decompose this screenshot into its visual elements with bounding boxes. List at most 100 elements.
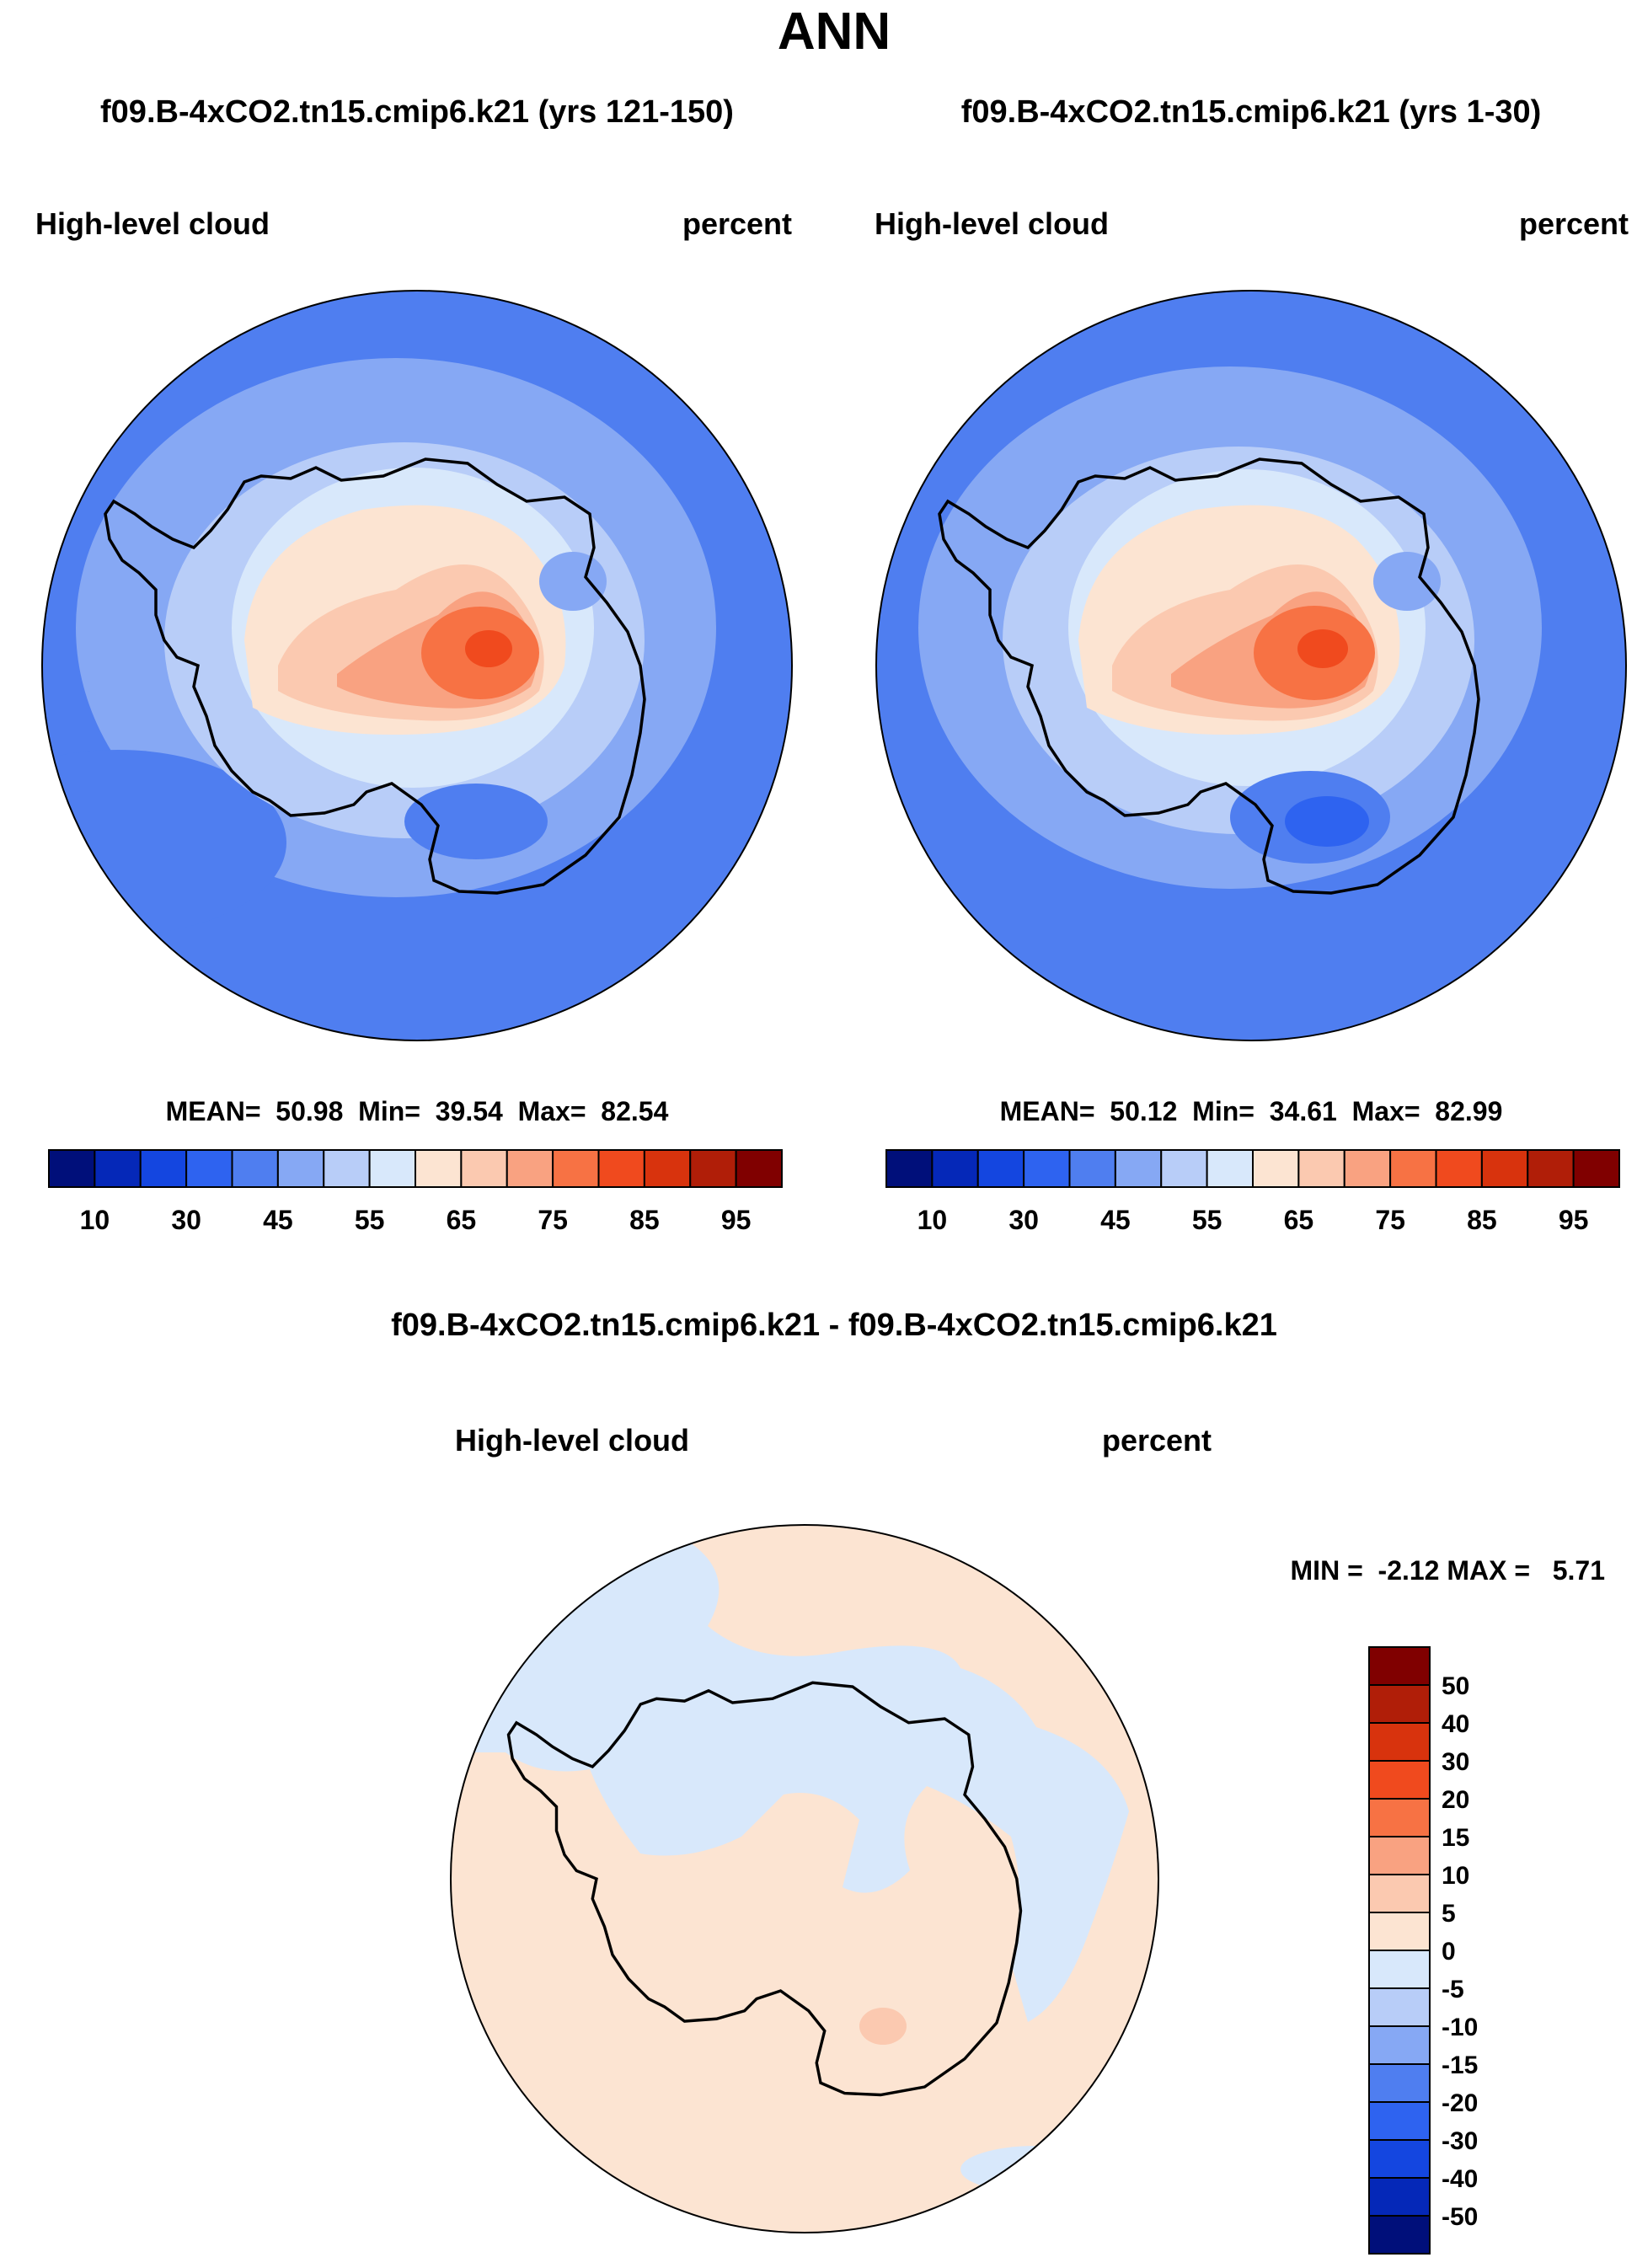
panel-c-colorbar-box xyxy=(1368,1874,1431,1913)
panel-a-colorbar-tick-label: 30 xyxy=(171,1205,201,1235)
panel-a-colorbar-tick-label: 85 xyxy=(629,1205,660,1235)
panel-b-colorbar: 10 30 45 55 65 75 85 95 xyxy=(885,1149,1620,1235)
panel-b-colorbar-box xyxy=(1160,1149,1208,1188)
panel-c-units-label: percent xyxy=(1102,1423,1212,1458)
panel-b-colorbar-box xyxy=(1343,1149,1392,1188)
panel-a-contour-85 xyxy=(465,630,512,667)
panel-c-colorbar-box xyxy=(1368,2101,1431,2141)
panel-b-colorbar-box xyxy=(1435,1149,1483,1188)
panel-b-colorbar-box xyxy=(1389,1149,1437,1188)
panel-b-colorbar-box xyxy=(1068,1149,1116,1188)
panel-c-map-border xyxy=(450,1524,1159,2233)
panel-a-units-label: percent xyxy=(682,206,792,241)
panel-a-colorbar-box xyxy=(276,1149,325,1188)
panel-c-colorbar-tick-label: -15 xyxy=(1442,2051,1478,2079)
panel-b-colorbar-box xyxy=(1206,1149,1254,1188)
panel-b-colorbar-box xyxy=(885,1149,934,1188)
panel-a-colorbar-box xyxy=(139,1149,188,1188)
panel-c-colorbar-box xyxy=(1368,2139,1431,2179)
panel-c-colorbar-tick-label: 40 xyxy=(1442,1710,1469,1738)
panel-b-low-patch-c xyxy=(1373,552,1441,611)
panel-c-colorbar-tick-label: -50 xyxy=(1442,2203,1478,2231)
panel-c-colorbar-box xyxy=(1368,1836,1431,1875)
panel-a-colorbar-tick-label: 10 xyxy=(80,1205,110,1235)
panel-b-colorbar-tick-label: 45 xyxy=(1100,1205,1131,1235)
panel-a-colorbar-box xyxy=(552,1149,600,1188)
panel-a-colorbar-box xyxy=(368,1149,416,1188)
panel-c-stats: MIN = -2.12 MAX = 5.71 xyxy=(1291,1555,1605,1586)
panel-a-field-label: High-level cloud xyxy=(35,206,270,241)
panel-b-title: f09.B-4xCO2.tn15.cmip6.k21 (yrs 1-30) xyxy=(961,94,1542,130)
panel-b-colorbar-box xyxy=(1297,1149,1345,1188)
panel-a-stats: MEAN= 50.98 Min= 39.54 Max= 82.54 xyxy=(166,1096,669,1126)
panel-a-colorbar-box xyxy=(643,1149,692,1188)
panel-c-colorbar-box xyxy=(1368,1646,1431,1686)
panel-b-colorbar-tick-label: 10 xyxy=(917,1205,948,1235)
panel-a-low-patch-a xyxy=(404,784,548,859)
panel-b-colorbar-box xyxy=(1527,1149,1575,1188)
panel-a-colorbar-box xyxy=(415,1149,463,1188)
panel-c-colorbar-tick-label: 10 xyxy=(1442,1862,1469,1890)
panel-b-colorbar-tick-label: 85 xyxy=(1467,1205,1497,1235)
panel-a-colorbar-box xyxy=(231,1149,279,1188)
panel-c-colorbar-tick-label: -30 xyxy=(1442,2127,1478,2155)
panel-b-stats: MEAN= 50.12 Min= 34.61 Max= 82.99 xyxy=(1000,1096,1503,1126)
panel-b-colorbar-tick-label: 30 xyxy=(1008,1205,1039,1235)
panel-a-colorbar-box xyxy=(506,1149,554,1188)
panel-c-field-label: High-level cloud xyxy=(455,1423,689,1458)
panel-a-colorbar-box xyxy=(689,1149,737,1188)
panel-b-field-label: High-level cloud xyxy=(875,206,1109,241)
panel-c-negative-region-north xyxy=(455,1533,1129,2022)
panel-c-map xyxy=(451,1525,1158,2233)
panel-a-colorbar-tick-label: 55 xyxy=(355,1205,385,1235)
panel-c-colorbar-box xyxy=(1368,1912,1431,1951)
panel-c-title: f09.B-4xCO2.tn15.cmip6.k21 - f09.B-4xCO2… xyxy=(391,1308,1277,1343)
panel-b-colorbar-box xyxy=(1023,1149,1071,1188)
panel-b-map-border xyxy=(875,290,1627,1041)
panel-b-colorbar-box xyxy=(1114,1149,1163,1188)
panel-b-colorbar-tick-label: 75 xyxy=(1375,1205,1405,1235)
panel-b-contour-85 xyxy=(1297,629,1348,668)
panel-b: f09.B-4xCO2.tn15.cmip6.k21 (yrs 1-30) Hi… xyxy=(875,94,1629,1235)
panel-a-colorbar-box xyxy=(48,1149,96,1188)
panel-c: f09.B-4xCO2.tn15.cmip6.k21 - f09.B-4xCO2… xyxy=(391,1308,1605,2255)
panel-a-patch-45 xyxy=(42,750,286,935)
panel-c-colorbar-box xyxy=(1368,2215,1431,2255)
panel-a: f09.B-4xCO2.tn15.cmip6.k21 (yrs 121-150)… xyxy=(35,94,793,1235)
panel-a-colorbar-tick-label: 65 xyxy=(447,1205,477,1235)
panel-a-colorbar-tick-label: 45 xyxy=(263,1205,293,1235)
panel-a-colorbar-box xyxy=(94,1149,142,1188)
panel-c-colorbar-tick-label: 30 xyxy=(1442,1748,1469,1776)
panel-a-colorbar-box xyxy=(597,1149,645,1188)
panel-c-colorbar-box xyxy=(1368,2063,1431,2103)
panel-b-low-patch-b xyxy=(1285,796,1369,847)
panel-c-colorbar-box xyxy=(1368,2177,1431,2217)
panel-a-colorbar-box xyxy=(323,1149,371,1188)
panel-c-colorbar-tick-label: 15 xyxy=(1442,1824,1469,1852)
panel-a-colorbar-tick-label: 95 xyxy=(721,1205,752,1235)
panel-b-colorbar-tick-label: 55 xyxy=(1192,1205,1222,1235)
panel-c-colorbar-tick-label: -40 xyxy=(1442,2165,1478,2193)
panel-c-colorbar-tick-label: 20 xyxy=(1442,1786,1469,1814)
panel-c-colorbar-box xyxy=(1368,1950,1431,1989)
panel-b-map xyxy=(876,291,1626,1040)
panel-a-colorbar-box xyxy=(735,1149,783,1188)
panel-b-colorbar-box xyxy=(931,1149,979,1188)
panel-c-colorbar-tick-label: 5 xyxy=(1442,1900,1456,1928)
panel-b-colorbar-tick-label: 95 xyxy=(1559,1205,1589,1235)
panel-c-colorbar-box xyxy=(1368,1684,1431,1724)
panel-c-colorbar-box xyxy=(1368,1798,1431,1837)
panel-a-colorbar: 10 30 45 55 65 75 85 95 xyxy=(48,1149,783,1235)
panel-a-map xyxy=(42,291,792,1040)
panel-c-colorbar-tick-label: -10 xyxy=(1442,2014,1478,2041)
panel-c-colorbar-box xyxy=(1368,1722,1431,1762)
panel-c-colorbar-tick-label: 50 xyxy=(1442,1672,1469,1700)
panel-b-colorbar-box xyxy=(1252,1149,1300,1188)
panel-c-colorbar-tick-label: 0 xyxy=(1442,1938,1456,1966)
panel-b-colorbar-box xyxy=(1572,1149,1620,1188)
panel-a-colorbar-box xyxy=(185,1149,233,1188)
panel-c-colorbar-tick-label: -20 xyxy=(1442,2089,1478,2117)
panel-c-negative-patch-south xyxy=(960,2146,1112,2193)
panel-c-positive-patch xyxy=(859,2008,907,2045)
